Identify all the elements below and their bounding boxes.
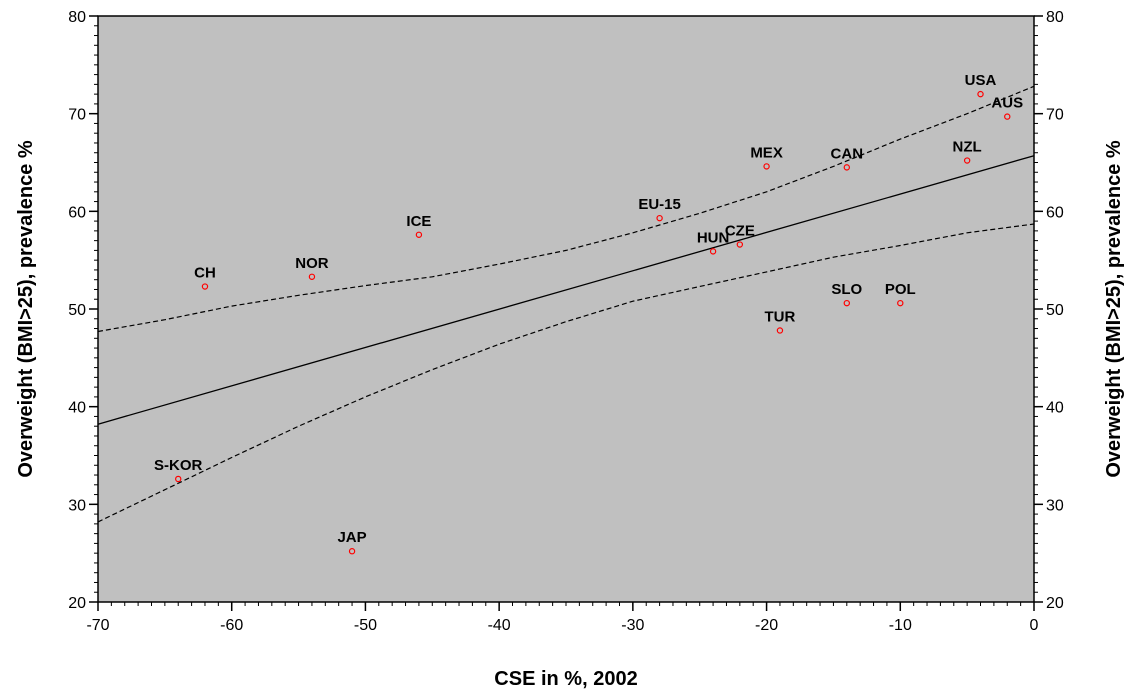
y-tick-label-right: 30	[1046, 497, 1064, 514]
data-point	[843, 299, 851, 307]
y-tick-label-left: 80	[68, 9, 86, 26]
y-tick-label-right: 20	[1046, 595, 1064, 612]
point-label: POL	[885, 281, 916, 298]
point-label: NOR	[295, 255, 329, 272]
y-tick-label-left: 70	[68, 107, 86, 124]
point-label: NZL	[953, 139, 982, 156]
data-point	[709, 248, 717, 255]
point-label: ICE	[406, 213, 431, 230]
data-point	[843, 164, 851, 171]
y-axis-title-right: Overweight (BMI>25), prevalence %	[1103, 140, 1125, 478]
data-point	[201, 283, 209, 290]
data-point	[656, 214, 663, 222]
y-tick-label-left: 50	[68, 302, 86, 319]
point-label: EU-15	[638, 196, 681, 213]
point-label: AUS	[991, 95, 1023, 112]
data-point	[963, 157, 971, 164]
point-label: TUR	[765, 308, 796, 325]
y-tick-label-right: 80	[1046, 9, 1064, 26]
x-tick-label: -20	[755, 617, 778, 634]
x-tick-label: -70	[86, 617, 109, 634]
x-tick-label: -10	[889, 617, 912, 634]
x-tick-label: -60	[220, 617, 243, 634]
fit-lines	[97, 85, 1035, 523]
tick-labels: -70 -60 -50 -40 -30 -20 -10 0 20 20 30 30 40 40 50 50 60…	[68, 9, 1064, 634]
y-tick-label-left: 60	[68, 204, 86, 221]
point-label: CH	[194, 265, 216, 282]
plot-area	[97, 15, 1035, 603]
confidence-band-upper	[97, 85, 1035, 333]
data-point	[776, 327, 784, 334]
point-label: CZE	[725, 223, 755, 240]
y-tick-label-left: 20	[68, 595, 86, 612]
data-point	[348, 548, 356, 555]
y-tick-label-right: 40	[1046, 400, 1064, 417]
y-tick-label-left: 30	[68, 497, 86, 514]
x-axis-title: CSE in %, 2002	[494, 668, 637, 690]
data-point	[977, 90, 984, 98]
data-point	[763, 163, 770, 170]
data-point	[1004, 113, 1011, 120]
x-tick-label: -40	[488, 617, 511, 634]
y-tick-label-right: 70	[1046, 107, 1064, 124]
x-tick-label: -50	[354, 617, 377, 634]
data-point	[308, 273, 316, 280]
minor-ticks	[94, 15, 1038, 606]
y-axis-title-left: Overweight (BMI>25), prevalence %	[15, 140, 37, 478]
data-point	[175, 475, 182, 483]
regression-line	[97, 155, 1035, 425]
x-tick-label: 0	[1030, 617, 1039, 634]
y-tick-label-right: 50	[1046, 302, 1064, 319]
data-point	[736, 241, 744, 248]
point-label: SLO	[831, 281, 862, 298]
point-label: CAN	[831, 145, 864, 162]
point-label: S-KOR	[154, 457, 203, 474]
point-label: USA	[965, 72, 997, 89]
data-point	[415, 231, 423, 238]
y-tick-label-right: 60	[1046, 204, 1064, 221]
major-ticks	[89, 15, 1043, 611]
point-label: JAP	[337, 529, 366, 546]
y-tick-label-left: 40	[68, 400, 86, 417]
point-label: MEX	[750, 144, 783, 161]
data-point	[897, 299, 904, 307]
point-label: HUN	[697, 229, 730, 246]
x-tick-label: -30	[621, 617, 644, 634]
